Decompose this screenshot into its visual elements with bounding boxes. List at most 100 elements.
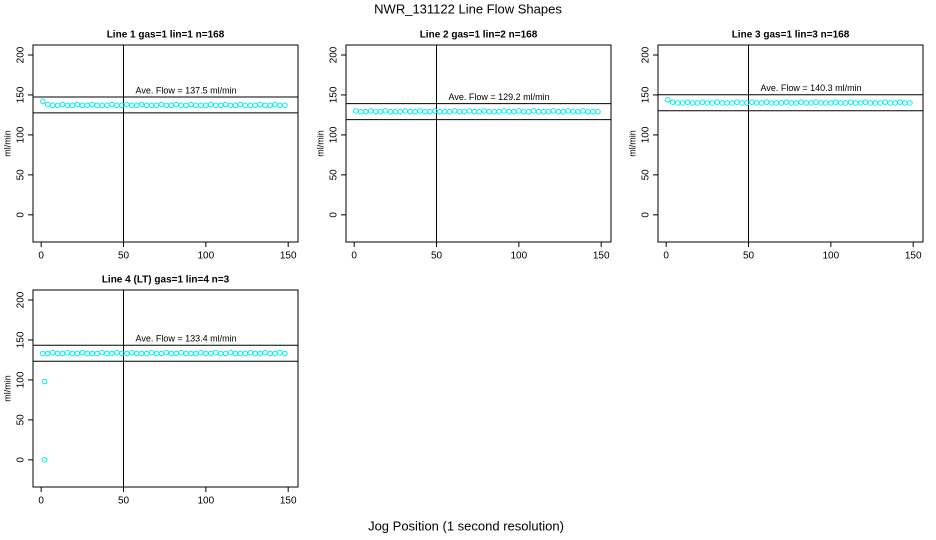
data-point bbox=[466, 108, 473, 114]
x-tick-label: 0 bbox=[38, 496, 44, 507]
y-tick-label: 0 bbox=[329, 212, 340, 218]
data-point bbox=[143, 102, 150, 109]
y-tick-label: 150 bbox=[641, 86, 652, 103]
plot-frame bbox=[345, 44, 612, 243]
data-point bbox=[422, 108, 428, 115]
data-point bbox=[143, 350, 150, 357]
data-point bbox=[669, 99, 676, 105]
data-point bbox=[402, 108, 409, 114]
data-point bbox=[109, 350, 115, 357]
y-tick-label: 150 bbox=[16, 331, 27, 348]
data-point bbox=[138, 350, 145, 357]
x-tick-label: 0 bbox=[38, 251, 44, 262]
data-point bbox=[222, 101, 229, 108]
data-point bbox=[158, 101, 165, 108]
x-tick-label: 100 bbox=[823, 251, 840, 262]
data-point bbox=[198, 102, 204, 109]
data-point bbox=[153, 350, 160, 357]
x-tick-label: 150 bbox=[280, 496, 297, 507]
data-point bbox=[729, 100, 735, 106]
data-point bbox=[486, 108, 493, 115]
data-point bbox=[69, 102, 76, 109]
data-point bbox=[535, 108, 542, 115]
data-point bbox=[282, 350, 288, 357]
data-point bbox=[94, 350, 100, 357]
data-point bbox=[520, 108, 527, 115]
data-point bbox=[124, 350, 130, 357]
data-point bbox=[277, 102, 283, 109]
x-axis-label: Jog Position (1 second resolution) bbox=[368, 518, 564, 533]
data-point bbox=[41, 457, 48, 463]
data-point bbox=[877, 100, 884, 106]
data-point bbox=[897, 99, 903, 105]
data-point bbox=[59, 101, 66, 108]
data-point bbox=[178, 349, 184, 356]
y-tick-label: 150 bbox=[16, 86, 27, 103]
data-point bbox=[353, 108, 359, 114]
data-point bbox=[212, 102, 219, 109]
data-point bbox=[773, 100, 780, 106]
data-point bbox=[852, 100, 859, 106]
data-point bbox=[49, 102, 56, 109]
data-point bbox=[377, 108, 384, 115]
data-point bbox=[74, 101, 81, 108]
y-tick-label: 100 bbox=[329, 126, 340, 143]
data-point bbox=[357, 108, 364, 115]
data-point bbox=[148, 102, 155, 109]
data-point bbox=[392, 108, 399, 115]
data-point bbox=[842, 100, 849, 106]
data-point bbox=[41, 378, 48, 385]
y-tick-label: 50 bbox=[16, 169, 27, 181]
data-point bbox=[272, 101, 278, 108]
data-point bbox=[575, 108, 581, 115]
y-tick-label: 200 bbox=[16, 291, 27, 308]
data-point bbox=[560, 108, 567, 115]
x-tick-label: 0 bbox=[351, 251, 357, 262]
data-point bbox=[902, 100, 908, 106]
data-point bbox=[768, 100, 775, 106]
data-point bbox=[128, 349, 135, 356]
data-point bbox=[163, 102, 170, 109]
y-axis-label: ml/min bbox=[627, 130, 637, 157]
data-point bbox=[362, 108, 369, 115]
x-tick-label: 150 bbox=[280, 251, 297, 262]
panel-title: Line 4 (LT) gas=1 lin=4 n=3 bbox=[102, 275, 230, 286]
data-point bbox=[133, 102, 140, 109]
data-point bbox=[158, 350, 165, 357]
y-tick-label: 50 bbox=[16, 414, 27, 426]
data-point bbox=[828, 100, 834, 106]
data-point bbox=[412, 108, 418, 115]
data-point bbox=[54, 102, 61, 109]
data-point bbox=[674, 100, 681, 106]
data-point bbox=[40, 98, 46, 105]
data-point bbox=[109, 101, 115, 108]
y-tick-label: 0 bbox=[16, 457, 27, 463]
data-point bbox=[193, 102, 199, 109]
data-point bbox=[714, 99, 721, 105]
data-point bbox=[188, 350, 194, 357]
data-point bbox=[262, 349, 268, 356]
data-point bbox=[382, 108, 389, 114]
data-point bbox=[872, 100, 879, 106]
figure-title: NWR_131122 Line Flow Shapes bbox=[374, 1, 562, 16]
data-point bbox=[427, 108, 433, 115]
data-point bbox=[104, 350, 110, 357]
data-point bbox=[793, 100, 800, 106]
y-tick-label: 200 bbox=[329, 46, 340, 63]
data-point bbox=[193, 350, 199, 357]
data-point bbox=[803, 100, 809, 106]
data-point bbox=[69, 350, 76, 357]
data-point bbox=[749, 99, 755, 105]
data-point bbox=[257, 350, 263, 357]
x-tick-label: 150 bbox=[593, 251, 610, 262]
y-tick-label: 100 bbox=[641, 126, 652, 143]
data-point bbox=[684, 99, 691, 105]
data-point bbox=[79, 349, 86, 356]
data-point bbox=[907, 100, 913, 106]
data-point bbox=[699, 99, 706, 105]
data-point bbox=[237, 350, 244, 357]
data-point bbox=[530, 108, 537, 114]
data-point bbox=[272, 350, 278, 357]
data-point bbox=[719, 100, 725, 106]
